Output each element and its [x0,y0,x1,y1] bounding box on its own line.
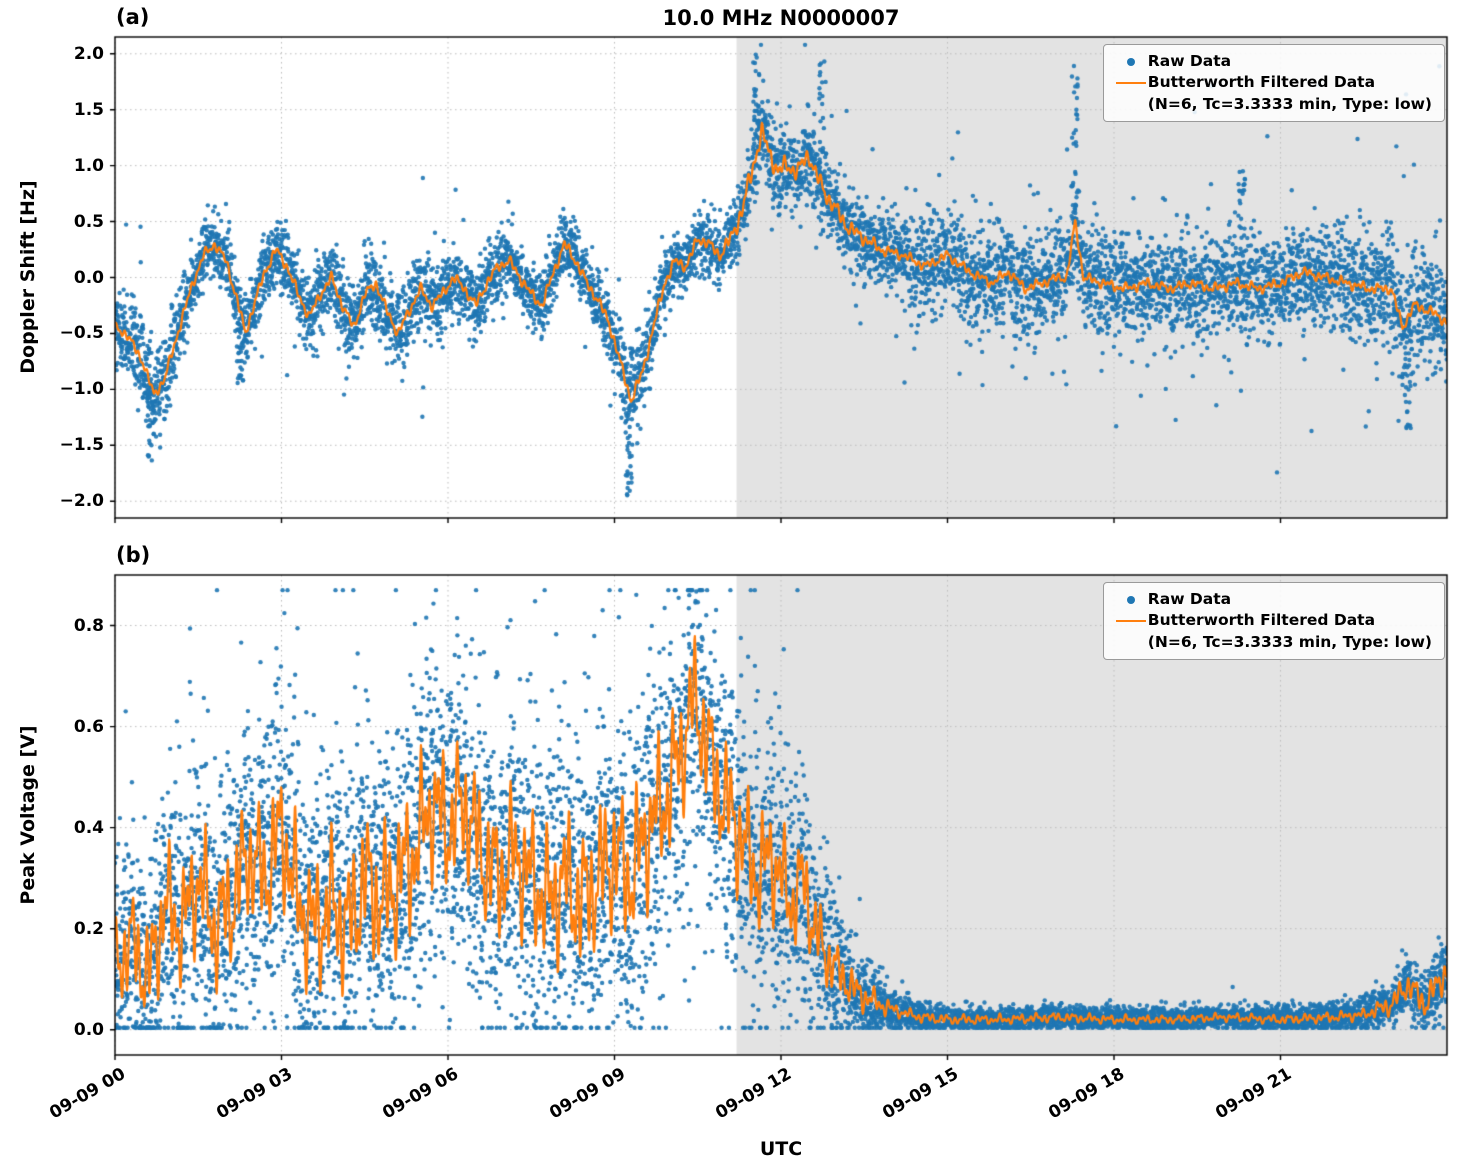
legend-panel-a: Raw Data Butterworth Filtered Data (N=6,… [1102,44,1445,122]
y-tick-label: 0.4 [73,817,104,838]
y-tick-label: 1.0 [73,155,104,176]
y-tick-label: −1.5 [59,435,104,456]
legend-panel-b: Raw Data Butterworth Filtered Data (N=6,… [1102,582,1445,660]
filtered-line-marker-icon [1114,620,1148,623]
legend-filtered-sublabel: (N=6, Tc=3.3333 min, Type: low) [1147,632,1432,651]
y-axis-label-doppler: Doppler Shift [Hz] [17,180,39,374]
chart-title: 10.0 MHz N0000007 [662,6,900,30]
legend-filtered-label: Butterworth Filtered Data [1147,73,1376,92]
x-tick-label: 09-09 12 [712,1064,795,1124]
y-tick-label: 0.8 [73,615,104,636]
legend-raw-label: Raw Data [1147,52,1232,70]
legend-filtered-label: Butterworth Filtered Data [1147,611,1376,630]
raw-data-marker-icon [1114,57,1148,66]
x-axis-label: UTC [759,1138,803,1160]
y-tick-label: 0.6 [73,716,104,737]
x-tick-label: 09-09 09 [545,1064,629,1124]
x-tick-label: 09-09 03 [212,1064,296,1124]
y-axis-label-voltage: Peak Voltage [V] [17,725,39,905]
panel-a-letter: (a) [116,5,150,29]
filtered-line-marker-icon [1114,82,1148,85]
y-tick-label: −0.5 [59,323,104,344]
x-tick-label: 09-09 21 [1211,1064,1295,1124]
y-tick-label: −2.0 [59,491,104,512]
legend-filtered-sublabel: (N=6, Tc=3.3333 min, Type: low) [1147,94,1432,113]
x-tick-label: 09-09 18 [1045,1064,1128,1124]
x-tick-label: 09-09 06 [379,1064,462,1124]
y-tick-label: 0.0 [73,1019,104,1040]
y-tick-label: 0.2 [73,918,104,939]
raw-data-marker-icon [1114,595,1148,604]
y-tick-label: 0.0 [73,267,104,288]
x-tick-label: 09-09 00 [46,1064,129,1124]
y-tick-label: 0.5 [73,211,104,232]
y-tick-label: −1.0 [59,379,104,400]
panel-b-letter: (b) [116,543,151,567]
x-tick-label: 09-09 15 [878,1064,962,1124]
y-tick-label: 1.5 [73,99,104,120]
y-tick-label: 2.0 [73,43,104,64]
legend-raw-label: Raw Data [1147,590,1232,608]
